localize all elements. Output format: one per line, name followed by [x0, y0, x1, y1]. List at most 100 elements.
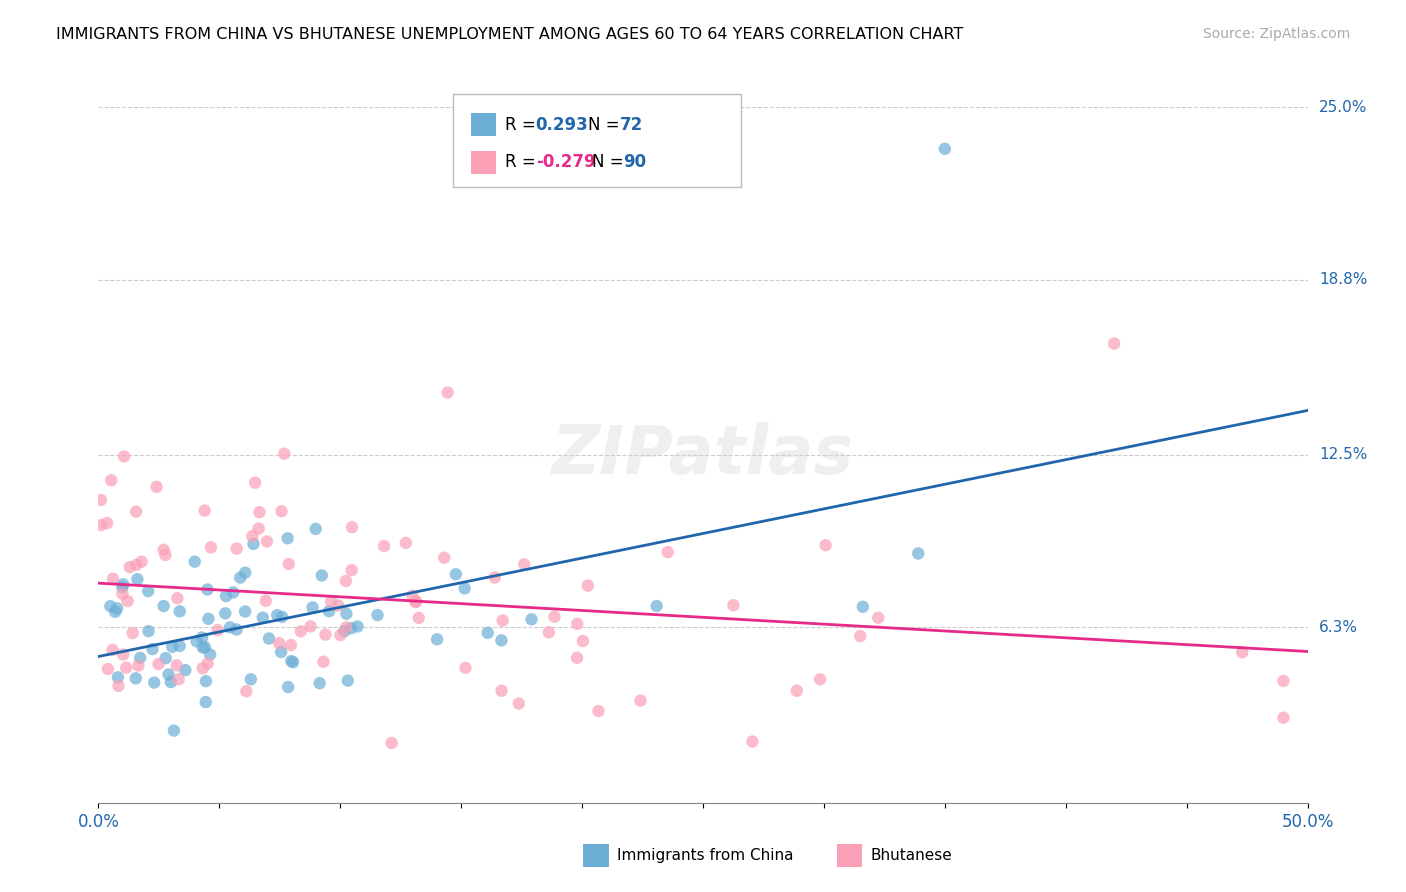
- Point: [433, 550, 456, 565]
- Point: [312, 655, 335, 669]
- Point: [508, 697, 530, 711]
- Point: [321, 594, 343, 608]
- Point: [90, 492, 112, 507]
- Point: [191, 631, 214, 645]
- Point: [814, 538, 837, 552]
- Text: 0.293: 0.293: [536, 116, 589, 134]
- Point: [121, 626, 143, 640]
- Point: [333, 624, 356, 639]
- Point: [155, 651, 177, 665]
- Point: [219, 620, 242, 634]
- Point: [477, 625, 499, 640]
- Point: [97, 662, 120, 676]
- Point: [311, 568, 333, 582]
- Point: [576, 578, 599, 592]
- Point: [96, 516, 118, 531]
- Point: [491, 633, 513, 648]
- Point: [104, 605, 127, 619]
- Point: [194, 640, 217, 655]
- Point: [340, 520, 363, 534]
- Point: [222, 585, 245, 599]
- Point: [395, 536, 418, 550]
- Point: [484, 570, 506, 584]
- Point: [254, 594, 277, 608]
- Text: Bhutanese: Bhutanese: [870, 848, 952, 863]
- Point: [1102, 336, 1125, 351]
- Point: [194, 503, 217, 517]
- Text: R =: R =: [505, 153, 541, 171]
- Point: [335, 607, 357, 621]
- Point: [152, 542, 174, 557]
- Point: [299, 619, 322, 633]
- Point: [112, 450, 135, 464]
- Point: [630, 693, 652, 707]
- Point: [401, 589, 423, 603]
- Point: [157, 667, 180, 681]
- Point: [645, 599, 668, 613]
- Point: [240, 529, 263, 543]
- Point: [136, 584, 159, 599]
- Point: [1272, 711, 1295, 725]
- Point: [242, 537, 264, 551]
- Text: IMMIGRANTS FROM CHINA VS BHUTANESE UNEMPLOYMENT AMONG AGES 60 TO 64 YEARS CORREL: IMMIGRANTS FROM CHINA VS BHUTANESE UNEMP…: [56, 27, 963, 42]
- Text: Source: ZipAtlas.com: Source: ZipAtlas.com: [1202, 27, 1350, 41]
- Point: [277, 680, 299, 694]
- Point: [198, 648, 221, 662]
- Point: [301, 600, 323, 615]
- Text: 72: 72: [620, 116, 644, 134]
- Point: [112, 577, 135, 591]
- Point: [194, 695, 217, 709]
- Point: [405, 594, 427, 608]
- Point: [543, 609, 565, 624]
- Point: [723, 599, 745, 613]
- Point: [257, 632, 280, 646]
- Point: [308, 676, 330, 690]
- Point: [197, 612, 219, 626]
- Point: [186, 634, 208, 648]
- Text: 18.8%: 18.8%: [1319, 272, 1367, 287]
- Point: [567, 616, 589, 631]
- Point: [191, 640, 214, 655]
- Point: [741, 734, 763, 748]
- Point: [115, 660, 138, 674]
- Point: [191, 661, 214, 675]
- Point: [273, 447, 295, 461]
- Point: [145, 480, 167, 494]
- Point: [125, 505, 148, 519]
- Point: [125, 671, 148, 685]
- Point: [270, 645, 292, 659]
- Point: [167, 672, 190, 686]
- Point: [934, 142, 956, 156]
- Text: Immigrants from China: Immigrants from China: [617, 848, 794, 863]
- Point: [225, 541, 247, 556]
- Point: [849, 629, 872, 643]
- Point: [247, 522, 270, 536]
- Point: [537, 625, 560, 640]
- Point: [90, 518, 112, 533]
- Point: [346, 619, 368, 633]
- Point: [305, 522, 328, 536]
- Point: [152, 599, 174, 613]
- Point: [326, 599, 349, 613]
- Point: [233, 605, 256, 619]
- Point: [1232, 645, 1254, 659]
- Point: [907, 546, 929, 560]
- Point: [235, 684, 257, 698]
- Point: [565, 650, 588, 665]
- Text: N =: N =: [592, 153, 628, 171]
- Point: [118, 560, 141, 574]
- Point: [127, 658, 149, 673]
- Point: [270, 504, 292, 518]
- Point: [786, 683, 808, 698]
- Point: [111, 586, 134, 600]
- Point: [169, 604, 191, 618]
- Point: [340, 621, 363, 635]
- Point: [1272, 673, 1295, 688]
- Point: [852, 599, 875, 614]
- Point: [366, 608, 388, 623]
- Point: [454, 582, 477, 596]
- Point: [290, 624, 312, 639]
- Point: [143, 675, 166, 690]
- Point: [197, 582, 219, 597]
- Point: [808, 673, 831, 687]
